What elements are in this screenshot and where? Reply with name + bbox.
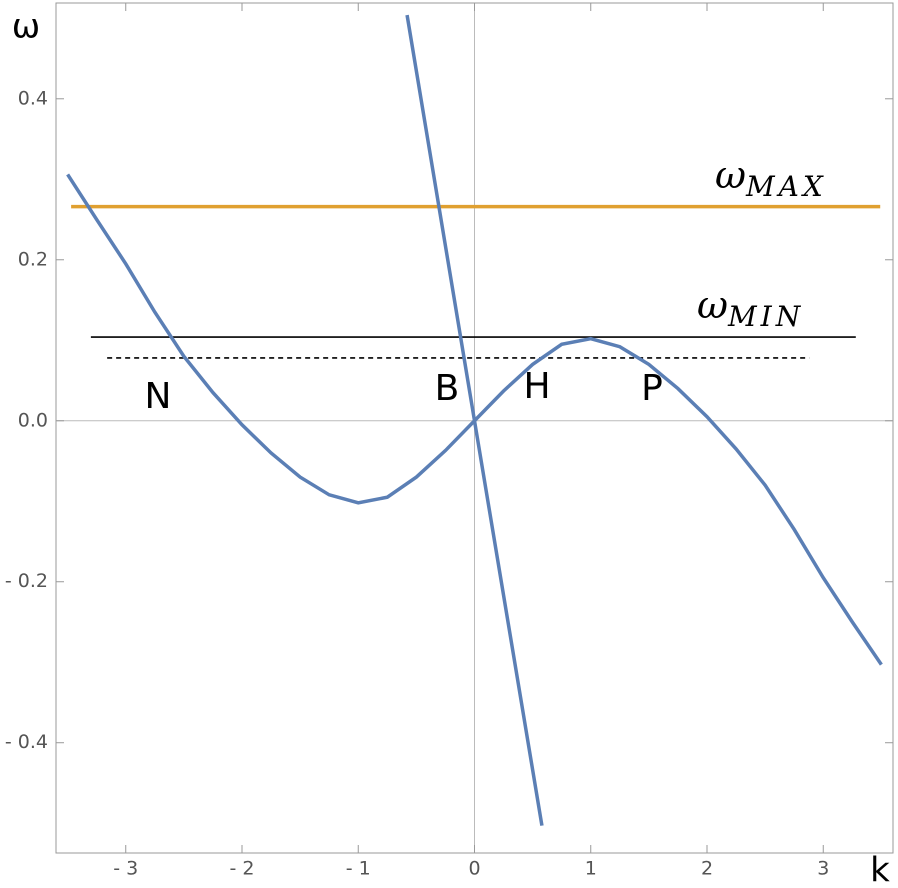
x-axis-label: k (870, 851, 890, 888)
label-symbol: ω (697, 283, 728, 327)
y-axis-label: ω (12, 7, 40, 47)
reference-label: ωMAX (715, 153, 827, 203)
y-tick-label: - 0.4 (5, 731, 48, 753)
annotation: H (523, 366, 550, 407)
x-tick-label: 3 (817, 858, 829, 880)
annotation: P (641, 368, 663, 409)
y-tick-label: - 0.2 (5, 570, 48, 592)
x-tick-label: - 1 (346, 858, 371, 880)
y-tick-label: 0.0 (18, 409, 48, 431)
curve (405, 14, 544, 826)
reference-label: ωMIN (697, 283, 804, 333)
x-tick-label: 0 (468, 858, 480, 880)
x-tick-label: 1 (585, 858, 597, 880)
label-subscript: MAX (745, 170, 827, 203)
x-tick-label: - 3 (113, 858, 138, 880)
annotation: N (145, 376, 172, 417)
y-tick-label: 0.4 (18, 87, 48, 109)
x-tick-label: 2 (701, 858, 713, 880)
annotation: B (435, 368, 460, 409)
y-tick-label: 0.2 (18, 248, 48, 270)
x-tick-label: - 2 (230, 858, 255, 880)
label-symbol: ω (715, 153, 746, 197)
label-subscript: MIN (727, 300, 804, 333)
